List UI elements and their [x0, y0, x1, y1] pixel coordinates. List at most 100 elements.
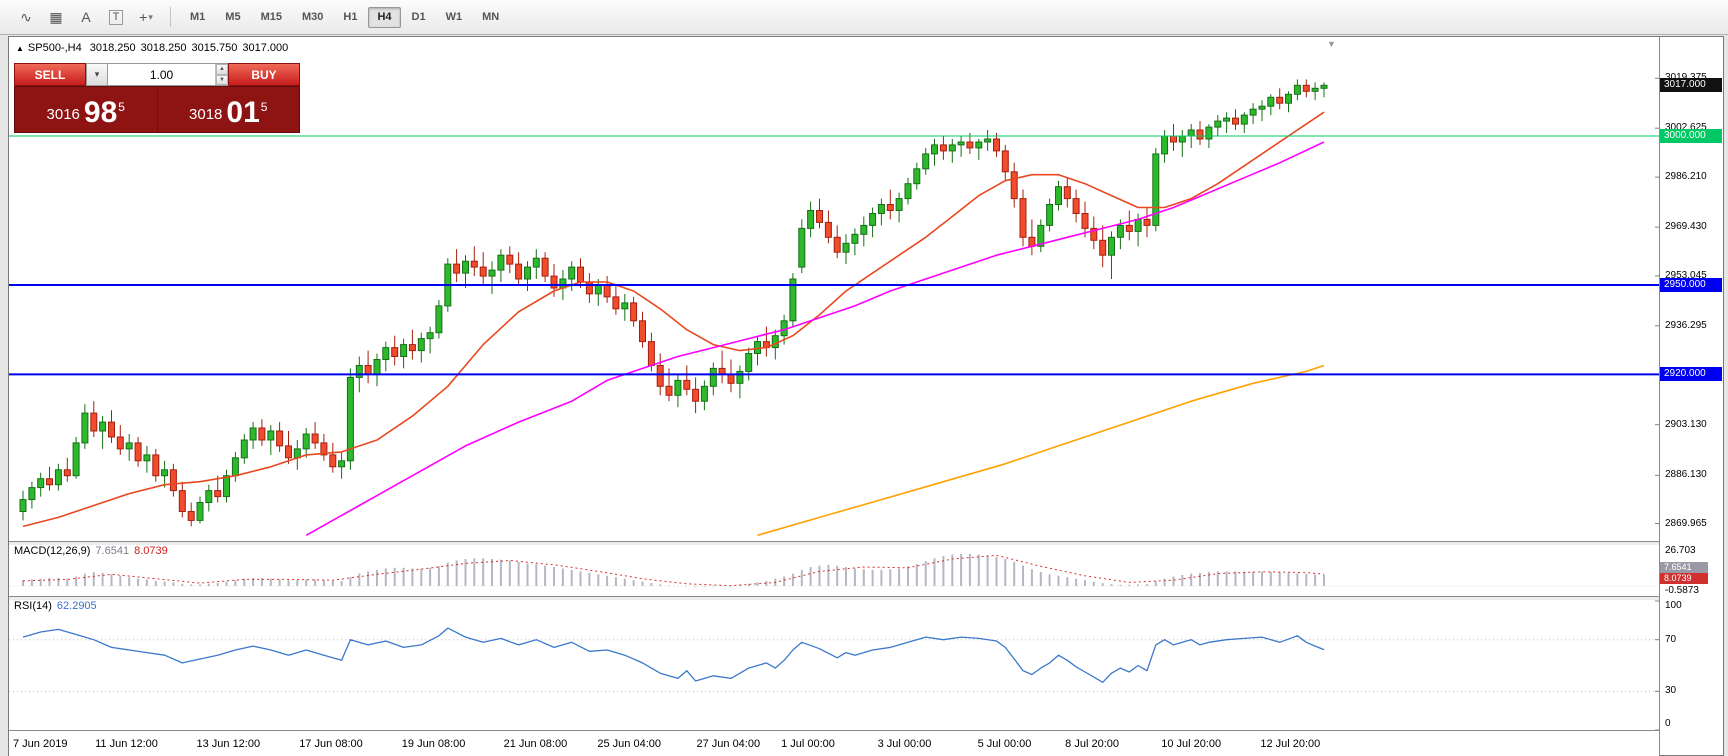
time-label: 3 Jul 00:00 — [877, 738, 932, 750]
macd-indicator — [9, 553, 1659, 587]
buy-button[interactable]: BUY — [228, 63, 300, 86]
crosshair-glyph: + — [139, 9, 148, 25]
collapse-arrow-icon[interactable]: ▲ — [16, 44, 24, 53]
time-label: 27 Jun 04:00 — [696, 738, 761, 750]
rsi-axis-label: 70 — [1665, 633, 1677, 645]
moving-average-lines — [22, 111, 1325, 537]
ma-slow — [757, 364, 1325, 537]
top-toolbar: ∿ ▦ A T + ▾ M1 M5 M15 M30 H1 H4 D1 W1 MN — [0, 0, 1728, 35]
rsi-header: RSI(14) 62.2905 — [14, 600, 102, 612]
textbox-glyph: T — [108, 9, 124, 25]
volume-decrease-button[interactable]: ▼ — [215, 74, 228, 85]
timeframe-h4-button[interactable]: H4 — [368, 6, 401, 28]
timeframe-m15-button[interactable]: M15 — [252, 7, 291, 28]
timeframe-m30-button[interactable]: M30 — [293, 7, 332, 28]
price-axis-label: 3002.625 — [1665, 122, 1707, 134]
time-label: 17 Jun 08:00 — [299, 738, 363, 750]
bid-point: 5 — [118, 100, 125, 114]
macd-label: MACD(12,26,9) — [14, 545, 91, 557]
price-level-label: 2920.000 — [1660, 367, 1722, 382]
timeframe-d1-button[interactable]: D1 — [403, 7, 435, 28]
bid-pips: 98 — [83, 96, 118, 129]
ma-medium — [305, 141, 1325, 536]
ohlc-close: 3017.000 — [242, 42, 289, 54]
indicators-icon[interactable]: ∿ — [20, 8, 32, 25]
symbol-name: SP500-,H4 — [27, 42, 82, 54]
macd-value-box: 7.6541 — [1660, 562, 1708, 573]
price-axis-label: 2953.045 — [1665, 269, 1707, 281]
ask-pips: 01 — [226, 96, 260, 129]
time-label: 7 Jun 2019 — [13, 738, 68, 750]
chevron-down-icon: ▾ — [148, 11, 153, 22]
price-axis-label: 2986.210 — [1665, 171, 1707, 183]
time-label: 11 Jun 12:00 — [95, 738, 158, 750]
text-icon[interactable]: A — [81, 9, 91, 25]
time-label: 19 Jun 08:00 — [401, 738, 466, 750]
ohlc-low: 3015.750 — [191, 42, 238, 54]
rsi-indicator — [9, 627, 1659, 692]
crosshair-icon[interactable]: + ▾ — [132, 4, 160, 30]
time-axis[interactable]: 7 Jun 2019 11 Jun 12:00 13 Jun 12:00 17 Jun… — [9, 730, 1659, 756]
rsi-axis-label: 0 — [1665, 718, 1671, 729]
axis-ticks — [1655, 77, 1659, 731]
price-axis[interactable]: 3019.375 3002.625 2986.210 2969.430 2953.045… — [1659, 37, 1723, 755]
horizontal-level-lines — [9, 135, 1659, 376]
volume-increase-button[interactable]: ▲ — [215, 64, 228, 75]
candlestick-series — [19, 79, 1328, 527]
time-label: 25 Jun 04:00 — [597, 738, 661, 750]
price-axis-label: 2936.295 — [1665, 319, 1707, 331]
time-label: 8 Jul 20:00 — [1065, 738, 1120, 750]
chart-canvas[interactable] — [9, 37, 1723, 755]
rsi-axis-label: 30 — [1665, 685, 1677, 697]
ask-price[interactable]: 3018 01 5 — [158, 87, 300, 132]
macd-signal-value: 8.0739 — [134, 545, 168, 557]
timeframe-mn-button[interactable]: MN — [473, 7, 508, 28]
rsi-value: 62.2905 — [56, 600, 97, 612]
current-price-label: 3017.000 — [1660, 78, 1722, 93]
symbol-info-bar: ▲ SP500-,H4 3018.250 3018.250 3015.750 3017.0… — [16, 42, 293, 54]
trade-controls-row: SELL ▾ ▲ ▼ BUY — [14, 63, 300, 86]
time-label: 12 Jul 20:00 — [1260, 738, 1321, 750]
textbox-icon[interactable]: T — [102, 4, 130, 30]
macd-axis-min: -0.5873 — [1665, 585, 1699, 596]
price-level-label: 2950.000 — [1660, 278, 1722, 292]
volume-input[interactable] — [108, 64, 215, 85]
macd-axis-max: 26.703 — [1665, 545, 1696, 556]
rsi-axis-label: 100 — [1665, 600, 1682, 611]
time-label: 21 Jun 08:00 — [503, 738, 568, 750]
price-axis-label: 2903.130 — [1665, 418, 1707, 430]
timeframe-m1-button[interactable]: M1 — [181, 7, 214, 28]
ask-main: 3018 — [189, 106, 223, 123]
rsi-label: RSI(14) — [14, 600, 52, 612]
price-axis-label: 2886.130 — [1665, 469, 1707, 481]
volume-field: ▲ ▼ — [108, 63, 228, 86]
ohlc-high: 3018.250 — [140, 42, 187, 54]
macd-signal-box: 8.0739 — [1660, 573, 1708, 584]
timeframe-w1-button[interactable]: W1 — [437, 7, 472, 28]
ohlc-open: 3018.250 — [89, 42, 136, 54]
time-label: 1 Jul 00:00 — [781, 738, 835, 750]
volume-dropdown-button[interactable]: ▾ — [86, 63, 108, 86]
macd-main-value: 7.6541 — [95, 545, 130, 557]
price-level-label: 3000.000 — [1660, 129, 1722, 143]
pane-separator-macd[interactable] — [9, 541, 1723, 545]
pane-separator-rsi[interactable] — [9, 596, 1723, 600]
bid-price[interactable]: 3016 98 5 — [15, 87, 158, 132]
toolbar-separator — [170, 7, 171, 27]
time-label: 13 Jun 12:00 — [196, 738, 261, 750]
bid-ask-panel: 3016 98 5 3018 01 5 — [14, 86, 300, 133]
macd-header: MACD(12,26,9) 7.6541 8.0739 — [14, 545, 173, 557]
time-label: 5 Jul 00:00 — [977, 738, 1032, 750]
chart-shift-marker[interactable]: ▼ — [1327, 39, 1336, 49]
chart-window[interactable]: ▲ SP500-,H4 3018.250 3018.250 3015.750 3017.0… — [8, 36, 1724, 756]
ask-point: 5 — [260, 100, 268, 114]
timeframe-h1-button[interactable]: H1 — [334, 7, 366, 28]
grid-icon[interactable]: ▦ — [49, 8, 63, 25]
bid-main: 3016 — [46, 106, 80, 123]
price-axis-label: 2969.430 — [1665, 221, 1707, 233]
sell-button[interactable]: SELL — [14, 63, 86, 86]
timeframe-m5-button[interactable]: M5 — [216, 7, 249, 28]
time-label: 10 Jul 20:00 — [1161, 738, 1222, 750]
ma-fast — [22, 111, 1325, 528]
price-axis-label: 2869.965 — [1665, 517, 1707, 529]
